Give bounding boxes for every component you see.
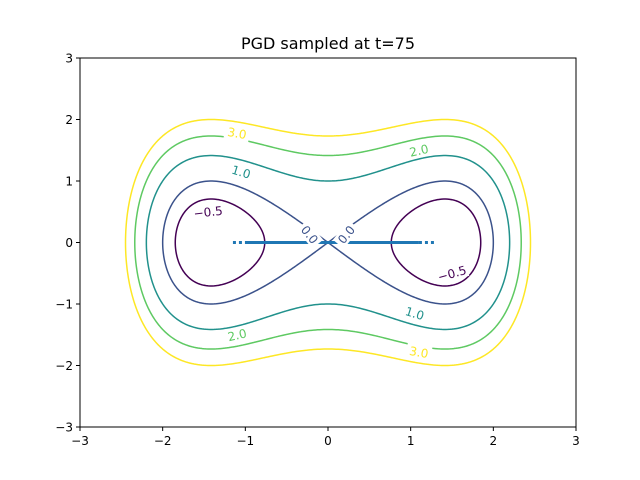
contour-level-0.0: [161, 180, 495, 305]
y-tick-label: 2: [65, 113, 73, 127]
y-tick-label: −2: [55, 359, 73, 373]
contour-label-text: 3.0: [226, 125, 247, 142]
contour-label-bg: [405, 342, 433, 362]
contour-label-bg: [191, 203, 225, 221]
y-tick-label: 0: [65, 236, 73, 250]
y-tick-label: −1: [55, 298, 73, 312]
contour-label: 3.0: [405, 342, 433, 362]
contour-label-text: 1.0: [230, 163, 252, 182]
contour-label: 0.0: [332, 220, 360, 249]
contour-lines: [124, 118, 532, 367]
x-tick-label: 1: [407, 434, 415, 448]
y-tick-label: 3: [65, 52, 73, 66]
contour-label-bg: [405, 140, 433, 160]
contour-label-bg: [332, 220, 360, 249]
x-tick-label: 2: [490, 434, 498, 448]
contour-label: −0.5: [191, 203, 225, 221]
contour-label-text: 1.0: [403, 304, 425, 323]
x-tick-label: −1: [236, 434, 254, 448]
contour-label: 0.0: [296, 220, 324, 249]
contour-label: 2.0: [405, 140, 433, 160]
x-tick-label: 3: [572, 434, 580, 448]
y-tick-label: −3: [55, 421, 73, 435]
contour-label-bg: [223, 325, 251, 345]
contour-label: −0.5: [434, 262, 470, 285]
contour-label-bg: [227, 161, 256, 183]
contour-label-text: −0.5: [193, 204, 224, 221]
y-tick-label: 1: [65, 175, 73, 189]
x-tick-label: 0: [324, 434, 332, 448]
contour-label-text: 2.0: [408, 142, 430, 160]
contour-label-bg: [400, 302, 429, 324]
chart-title: PGD sampled at t=75: [241, 34, 415, 53]
y-axis-ticks: −3 −2 −1 0 1 2 3: [55, 52, 80, 435]
contour-label-text: 3.0: [408, 344, 429, 361]
contour-level-3.0: [124, 118, 532, 367]
contour-label: 3.0: [223, 123, 251, 143]
contour-level-2.0: [134, 135, 522, 350]
contour-level-1.0: [145, 154, 511, 331]
x-tick-label: −2: [154, 434, 172, 448]
contour-level-−0.5: [174, 198, 482, 287]
contour-label-bg: [296, 220, 324, 249]
contour-label-bg: [223, 123, 251, 143]
contour-label: 1.0: [400, 302, 429, 324]
contour-label-bg: [434, 262, 470, 285]
x-axis-ticks: −3 −2 −1 0 1 2 3: [71, 427, 580, 448]
x-tick-label: −3: [71, 434, 89, 448]
contour-label: 1.0: [227, 161, 256, 183]
contour-label: 2.0: [223, 325, 251, 345]
contour-label-text: 2.0: [226, 326, 248, 344]
